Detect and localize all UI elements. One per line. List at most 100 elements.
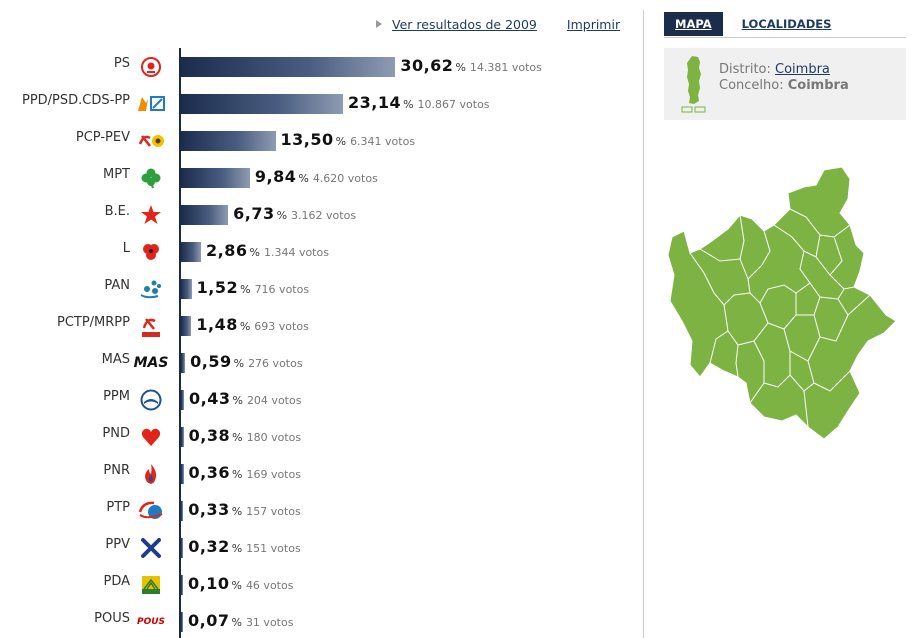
- vote-count: 693 votos: [254, 320, 309, 333]
- percentage-value: 6,73: [233, 204, 275, 223]
- percent-symbol: %: [232, 431, 243, 444]
- vote-count: 151 votos: [246, 542, 301, 555]
- tab-localidades[interactable]: LOCALIDADES: [741, 17, 832, 31]
- mas-text-logo-icon: MAS: [133, 351, 169, 375]
- party-row: POUS POUS 0,07% 31 votos: [0, 603, 640, 638]
- party-name: PCTP/MRPP: [56, 315, 130, 330]
- vote-count: 276 votos: [248, 357, 303, 370]
- party-row: PPM 0,43% 204 votos: [0, 381, 640, 418]
- pous-logo-icon: POUS: [136, 610, 166, 634]
- vote-count: 169 votos: [246, 468, 301, 481]
- vote-bar[interactable]: [181, 242, 202, 262]
- percentage-value: 23,14: [347, 93, 402, 112]
- percentage-value: 0,32: [188, 537, 230, 556]
- chart-axis: [179, 48, 181, 638]
- distrito-label: Distrito:: [719, 62, 771, 77]
- percent-symbol: %: [231, 542, 243, 555]
- party-name: MAS: [101, 352, 130, 367]
- party-name: POUS: [94, 611, 130, 626]
- percentage-value: 2,86: [206, 241, 248, 260]
- party-row: PAN 1,52% 716 votos: [0, 270, 640, 307]
- concelho-outline[interactable]: [667, 166, 897, 440]
- party-row: PDA 0,10% 46 votos: [0, 566, 640, 603]
- vote-count: 157 votos: [246, 505, 301, 518]
- vote-bar[interactable]: [181, 131, 276, 151]
- party-row: PND 0,38% 180 votos: [0, 418, 640, 455]
- location-info: Distrito: Coimbra Concelho: Coimbra: [719, 62, 849, 94]
- vote-bar[interactable]: [181, 57, 396, 77]
- vote-bar[interactable]: [181, 501, 184, 521]
- psd-cds-logo-icon: [136, 92, 166, 116]
- vote-bar[interactable]: [181, 279, 192, 299]
- percent-symbol: %: [240, 283, 251, 296]
- percent-symbol: %: [276, 209, 288, 222]
- vote-count: 6.341 votos: [350, 135, 416, 148]
- poppy-flower-icon: [136, 240, 166, 264]
- vote-bar[interactable]: [181, 94, 343, 114]
- flame-icon: [136, 462, 166, 486]
- percentage-value: 1,52: [196, 278, 239, 297]
- vote-value: 30,62% 14.381 votos: [400, 56, 542, 75]
- party-name: L: [122, 241, 130, 256]
- vote-bar[interactable]: [181, 168, 250, 188]
- vote-count: 4.620 votos: [312, 172, 378, 185]
- vote-bar[interactable]: [181, 464, 184, 484]
- vote-bar[interactable]: [181, 612, 183, 632]
- tab-mapa[interactable]: MAPA: [664, 12, 723, 36]
- previous-results-link[interactable]: Ver resultados de 2009: [392, 16, 537, 32]
- concelho-value: Coimbra: [787, 78, 849, 93]
- print-link[interactable]: Imprimir: [566, 16, 621, 32]
- blue-cross-icon: [136, 536, 166, 560]
- party-row: MAS MAS 0,59% 276 votos: [0, 344, 640, 381]
- vote-value: 6,73% 3.162 votos: [233, 204, 356, 223]
- vote-value: 1,48% 693 votos: [196, 315, 308, 334]
- party-row: PCTP/MRPP 1,48% 693 votos: [0, 307, 640, 344]
- results-chart: PS 30,62% 14.381 votos PPD/PSD.CDS-PP 23,14%…: [0, 48, 640, 638]
- percentage-value: 0,07: [188, 611, 230, 630]
- vote-value: 0,33% 157 votos: [188, 500, 300, 519]
- party-name: MPT: [103, 167, 130, 182]
- vote-value: 9,84% 4.620 votos: [255, 167, 378, 186]
- portugal-minimap-icon[interactable]: [678, 54, 710, 114]
- logo-text: MAS: [133, 355, 169, 371]
- concelho-label: Concelho:: [719, 78, 784, 93]
- vote-bar[interactable]: [181, 575, 183, 595]
- pctp-hammer-sickle-icon: [136, 314, 166, 338]
- vote-count: 14.381 votos: [469, 61, 542, 74]
- party-row: PNR 0,36% 169 votos: [0, 455, 640, 492]
- play-arrow-icon: [376, 20, 382, 28]
- ps-rose-logo-icon: [136, 55, 166, 79]
- vote-count: 716 votos: [254, 283, 310, 296]
- party-row: PTP 0,33% 157 votos: [0, 492, 640, 529]
- party-name: PTP: [106, 500, 130, 515]
- vote-bar[interactable]: [181, 538, 184, 558]
- top-links: Ver resultados de 2009 Imprimir: [376, 15, 620, 33]
- percentage-value: 0,33: [188, 500, 230, 519]
- party-row: PS 30,62% 14.381 votos: [0, 48, 640, 85]
- vote-count: 204 votos: [246, 394, 302, 407]
- percent-symbol: %: [239, 320, 251, 333]
- vote-bar[interactable]: [181, 316, 192, 336]
- percent-symbol: %: [232, 394, 243, 407]
- vote-value: 23,14% 10.867 votos: [348, 93, 490, 112]
- vote-bar[interactable]: [181, 205, 229, 225]
- distrito-link[interactable]: Coimbra: [775, 62, 830, 77]
- ppm-circle-logo-icon: [136, 388, 166, 412]
- vote-value: 0,32% 151 votos: [188, 537, 300, 556]
- percent-symbol: %: [249, 246, 260, 259]
- panel-divider: [643, 10, 644, 638]
- red-heart-icon: [136, 425, 166, 449]
- percent-symbol: %: [233, 357, 245, 370]
- vote-bar[interactable]: [181, 427, 184, 447]
- party-name: PND: [102, 426, 130, 441]
- concelho-map[interactable]: [664, 165, 909, 445]
- party-row: PPV 0,32% 151 votos: [0, 529, 640, 566]
- paw-people-icon: [136, 277, 166, 301]
- vote-bar[interactable]: [181, 390, 184, 410]
- vote-count: 3.162 votos: [291, 209, 357, 222]
- party-name: PS: [113, 56, 130, 71]
- party-name: PPV: [105, 537, 130, 552]
- vote-bar[interactable]: [181, 353, 186, 373]
- percent-symbol: %: [298, 172, 309, 185]
- percentage-value: 30,62: [400, 56, 454, 75]
